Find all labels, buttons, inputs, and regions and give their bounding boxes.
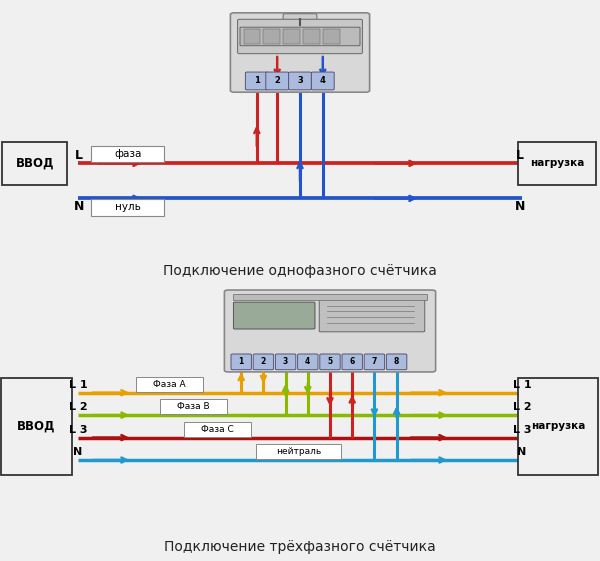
FancyBboxPatch shape: [320, 354, 340, 370]
FancyBboxPatch shape: [240, 27, 360, 46]
Text: 1: 1: [254, 76, 260, 85]
Text: L: L: [515, 149, 524, 162]
Text: L: L: [75, 149, 83, 162]
Text: N: N: [74, 200, 85, 213]
Text: 3: 3: [297, 76, 303, 85]
Text: L 3: L 3: [69, 425, 87, 435]
FancyBboxPatch shape: [518, 378, 598, 475]
Text: 2: 2: [261, 357, 266, 366]
Text: 7: 7: [372, 357, 377, 366]
FancyBboxPatch shape: [283, 13, 317, 26]
Text: 3: 3: [283, 357, 288, 366]
Text: L 1: L 1: [512, 380, 532, 390]
FancyBboxPatch shape: [91, 145, 164, 163]
FancyBboxPatch shape: [364, 354, 385, 370]
FancyBboxPatch shape: [518, 142, 596, 185]
Text: 1: 1: [239, 357, 244, 366]
Text: L 2: L 2: [68, 402, 88, 412]
Text: нуль: нуль: [115, 202, 141, 212]
Text: N: N: [517, 447, 527, 457]
Text: 4: 4: [305, 357, 310, 366]
Text: Фаза В: Фаза В: [177, 402, 210, 411]
Text: ВВОД: ВВОД: [17, 420, 56, 433]
FancyBboxPatch shape: [256, 444, 341, 459]
Text: 5: 5: [328, 357, 332, 366]
Bar: [283, 29, 300, 44]
FancyBboxPatch shape: [238, 19, 362, 54]
FancyBboxPatch shape: [245, 72, 268, 90]
Bar: [303, 29, 320, 44]
Text: 6: 6: [350, 357, 355, 366]
Text: 8: 8: [394, 357, 399, 366]
Text: L 1: L 1: [68, 380, 88, 390]
FancyBboxPatch shape: [224, 290, 436, 372]
FancyBboxPatch shape: [233, 302, 315, 329]
Bar: [323, 29, 340, 44]
Bar: [263, 29, 280, 44]
FancyBboxPatch shape: [231, 354, 251, 370]
Text: нейтраль: нейтраль: [276, 447, 321, 456]
Text: нагрузка: нагрузка: [531, 421, 585, 431]
FancyBboxPatch shape: [233, 294, 427, 300]
Text: L 2: L 2: [512, 402, 532, 412]
FancyBboxPatch shape: [1, 378, 72, 475]
Text: ВВОД: ВВОД: [16, 157, 54, 170]
Text: N: N: [73, 447, 83, 457]
Text: N: N: [514, 200, 525, 213]
Text: Подключение однофазного счётчика: Подключение однофазного счётчика: [163, 264, 437, 278]
FancyBboxPatch shape: [342, 354, 362, 370]
Text: L 3: L 3: [513, 425, 531, 435]
FancyBboxPatch shape: [184, 422, 251, 436]
Text: 4: 4: [320, 76, 326, 85]
Text: Подключение трёхфазного счётчика: Подключение трёхфазного счётчика: [164, 540, 436, 554]
Text: Фаза С: Фаза С: [201, 425, 234, 434]
FancyBboxPatch shape: [160, 399, 227, 414]
FancyBboxPatch shape: [275, 354, 296, 370]
FancyBboxPatch shape: [319, 300, 425, 332]
Text: Фаза А: Фаза А: [153, 380, 186, 389]
FancyBboxPatch shape: [289, 72, 311, 90]
Text: фаза: фаза: [114, 149, 142, 159]
FancyBboxPatch shape: [253, 354, 274, 370]
Bar: [244, 29, 260, 44]
FancyBboxPatch shape: [311, 72, 334, 90]
FancyBboxPatch shape: [91, 199, 164, 215]
Text: 2: 2: [274, 76, 280, 85]
FancyBboxPatch shape: [386, 354, 407, 370]
Text: нагрузка: нагрузка: [530, 158, 584, 168]
FancyBboxPatch shape: [230, 13, 370, 92]
FancyBboxPatch shape: [2, 142, 67, 185]
FancyBboxPatch shape: [136, 377, 203, 392]
FancyBboxPatch shape: [298, 354, 318, 370]
FancyBboxPatch shape: [266, 72, 289, 90]
